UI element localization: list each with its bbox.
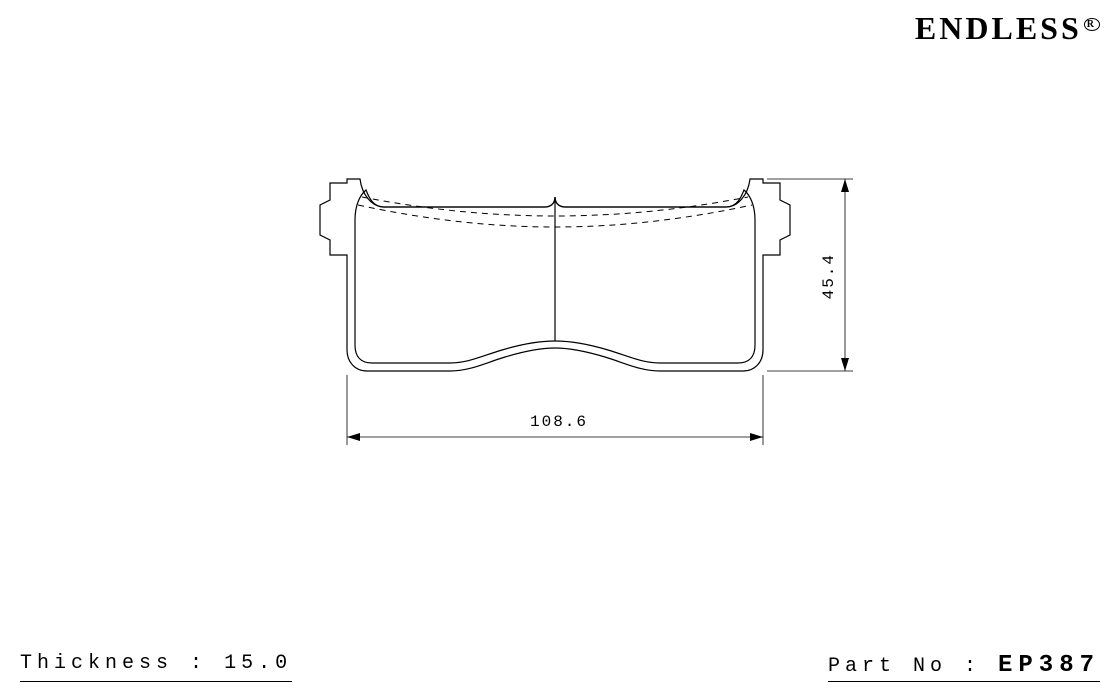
brand-logo: ENDLESSR [915, 10, 1100, 47]
part-number-field: Part No : EP387 [828, 652, 1100, 682]
thickness-label: Thickness [20, 652, 173, 675]
width-value: 108.6 [530, 413, 588, 431]
thickness-value: 15.0 [224, 652, 292, 675]
width-dimension [347, 375, 763, 445]
thickness-field: Thickness : 15.0 [20, 652, 292, 682]
height-dimension [767, 179, 853, 371]
part-label: Part No [828, 655, 947, 678]
logo-text: ENDLESS [915, 10, 1082, 46]
brake-pad-svg [0, 150, 1120, 550]
registered-icon: R [1084, 18, 1100, 31]
technical-drawing: 108.6 45.4 [0, 150, 1120, 550]
info-footer: Thickness : 15.0 Part No : EP387 [0, 652, 1120, 682]
part-value: EP387 [998, 652, 1100, 679]
height-value: 45.4 [820, 253, 838, 299]
